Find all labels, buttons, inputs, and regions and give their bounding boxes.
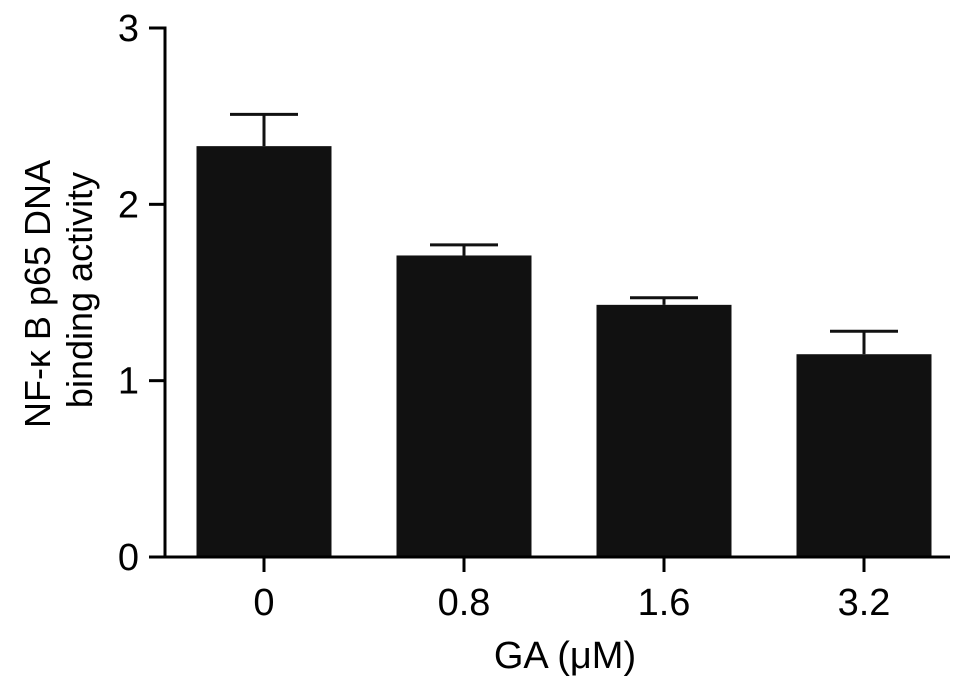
bars-group <box>196 146 932 558</box>
x-tick-label-3: 3.2 <box>838 582 891 624</box>
x-tick-label-1: 0.8 <box>438 582 491 624</box>
bar-3 <box>796 354 932 557</box>
bar-2 <box>596 304 732 557</box>
y-tick-label-0: 0 <box>118 537 139 579</box>
x-ticks-group: 0 0.8 1.6 3.2 <box>253 557 890 624</box>
bar-1 <box>396 255 532 557</box>
bar-0 <box>196 146 332 558</box>
y-axis-label-line-2: binding activity <box>59 172 100 408</box>
y-tick-label-2: 2 <box>118 184 139 226</box>
x-tick-label-2: 1.6 <box>638 582 691 624</box>
x-tick-label-0: 0 <box>253 582 274 624</box>
error-bars-group <box>230 112 898 355</box>
y-axis-label-line-1: NF-κ B p65 DNA <box>17 160 58 428</box>
y-tick-label-3: 3 <box>118 8 139 50</box>
y-ticks-group: 0 1 2 3 <box>118 8 165 579</box>
y-tick-label-1: 1 <box>118 361 139 403</box>
x-axis-label: GA (μM) <box>494 635 636 677</box>
y-axis-label: NF-κ B p65 DNA binding activity <box>17 152 100 428</box>
